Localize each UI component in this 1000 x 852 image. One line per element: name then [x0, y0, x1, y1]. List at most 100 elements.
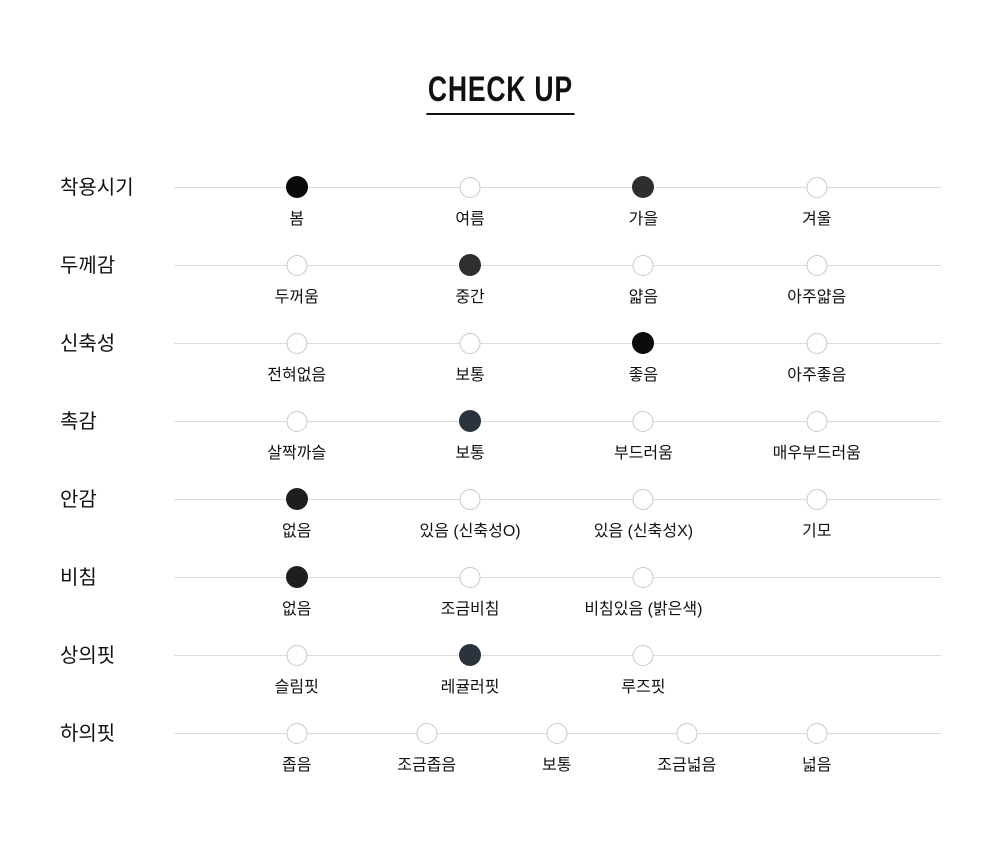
scale-option: 보통 [542, 723, 571, 774]
option-dot-icon [806, 411, 828, 432]
scale-option: 좋음 [629, 332, 658, 384]
attribute-label: 비침 [60, 567, 97, 589]
scale-option: 보통 [455, 410, 485, 462]
scale-line [174, 187, 941, 188]
option-label: 없음 [281, 601, 312, 618]
attribute-rows: 착용시기 봄 여름 가을 겨울 두께감 두꺼움 중간 얇음 아 [0, 166, 1000, 790]
option-label: 넓음 [802, 757, 832, 774]
attribute-row-5: 비침 없음 조금비침 비침있음 (밝은색) [0, 556, 1000, 634]
option-dot-icon [459, 333, 481, 354]
scale-option: 조금비침 [441, 567, 499, 618]
attribute-row-4: 안감 없음 있음 (신축성O) 있음 (신축성X) 기모 [0, 478, 1000, 556]
scale-option: 없음 [282, 488, 311, 540]
attribute-label: 안감 [60, 489, 97, 511]
attribute-row-7: 하의핏 좁음 조금좁음 보통 조금넓음 넓음 [0, 712, 1000, 790]
attribute-label: 신축성 [60, 333, 116, 355]
scale-line [174, 499, 941, 500]
attribute-row-2: 신축성 전혀없음 보통 좋음 아주좋음 [0, 322, 1000, 400]
scale-track: 살짝까슬 보통 부드러움 매우부드러움 [174, 410, 941, 462]
scale-track: 없음 있음 (신축성O) 있음 (신축성X) 기모 [174, 488, 941, 540]
option-dot-icon [806, 333, 828, 354]
scale-option: 부드러움 [614, 411, 673, 462]
scale-option: 조금좁음 [397, 723, 456, 774]
scale-track: 좁음 조금좁음 보통 조금넓음 넓음 [174, 723, 941, 774]
option-label: 좋음 [628, 367, 659, 384]
option-dot-icon [806, 489, 828, 510]
attribute-label: 하의핏 [60, 723, 116, 745]
scale-option: 아주좋음 [787, 333, 846, 384]
scale-track: 슬림핏 레귤러핏 루즈핏 [174, 644, 941, 696]
option-label: 부드러움 [613, 445, 673, 462]
option-dot-icon [806, 255, 828, 276]
option-label: 보통 [541, 757, 572, 774]
option-label: 비침있음 (밝은색) [584, 601, 703, 618]
option-dot-icon [632, 332, 655, 354]
option-label: 레귤러핏 [440, 679, 500, 696]
option-dot-icon [285, 176, 308, 198]
option-label: 겨울 [802, 211, 832, 228]
scale-option: 봄 [285, 176, 308, 228]
option-label: 봄 [289, 211, 305, 228]
option-label: 두꺼움 [274, 289, 319, 306]
scale-option: 없음 [282, 566, 311, 618]
attribute-row-0: 착용시기 봄 여름 가을 겨울 [0, 166, 1000, 244]
scale-option: 좁음 [282, 723, 311, 774]
option-dot-icon [676, 723, 698, 744]
option-label: 아주얇음 [787, 289, 847, 306]
scale-option: 두꺼움 [275, 255, 319, 306]
option-label: 조금비침 [440, 601, 500, 618]
scale-line [174, 421, 941, 422]
option-label: 있음 (신축성O) [419, 523, 521, 540]
option-dot-icon [459, 410, 482, 432]
option-label: 좁음 [281, 757, 312, 774]
option-dot-icon [285, 566, 308, 588]
attribute-label: 촉감 [60, 411, 97, 433]
option-dot-icon [806, 177, 828, 198]
scale-option: 있음 (신축성X) [594, 489, 693, 540]
option-label: 아주좋음 [787, 367, 847, 384]
scale-option: 겨울 [802, 177, 831, 228]
scale-option: 얇음 [629, 255, 658, 306]
attribute-label: 상의핏 [60, 645, 116, 667]
option-label: 조금넓음 [657, 757, 717, 774]
option-dot-icon [632, 176, 655, 198]
option-dot-icon [285, 488, 308, 510]
scale-option: 있음 (신축성O) [419, 489, 521, 540]
scale-option: 루즈핏 [621, 645, 665, 696]
option-dot-icon [632, 255, 654, 276]
option-dot-icon [459, 177, 481, 198]
option-dot-icon [459, 254, 482, 276]
option-label: 가을 [628, 211, 659, 228]
option-dot-icon [632, 411, 654, 432]
attribute-label: 두께감 [60, 255, 116, 277]
option-dot-icon [286, 723, 308, 744]
scale-line [174, 343, 941, 344]
attribute-label: 착용시기 [60, 177, 134, 199]
option-label: 여름 [455, 211, 485, 228]
scale-option: 기모 [802, 489, 831, 540]
scale-option: 조금넓음 [657, 723, 716, 774]
option-dot-icon [459, 489, 481, 510]
scale-option: 가을 [629, 176, 658, 228]
title-wrap: CHECK UP [0, 0, 1000, 115]
scale-option: 중간 [455, 254, 485, 306]
option-dot-icon [632, 489, 654, 510]
option-label: 루즈핏 [621, 679, 666, 696]
option-label: 얇음 [628, 289, 659, 306]
scale-option: 전혀없음 [267, 333, 326, 384]
option-label: 없음 [281, 523, 312, 540]
option-dot-icon [806, 723, 828, 744]
option-label: 슬림핏 [274, 679, 319, 696]
option-label: 보통 [455, 367, 485, 384]
option-dot-icon [459, 644, 482, 666]
option-label: 보통 [455, 445, 485, 462]
scale-track: 봄 여름 가을 겨울 [174, 176, 941, 228]
option-label: 기모 [802, 523, 832, 540]
option-label: 전혀없음 [267, 367, 327, 384]
option-label: 중간 [455, 289, 485, 306]
option-dot-icon [546, 723, 568, 744]
scale-option: 여름 [455, 177, 485, 228]
option-dot-icon [286, 333, 308, 354]
option-dot-icon [632, 645, 654, 666]
